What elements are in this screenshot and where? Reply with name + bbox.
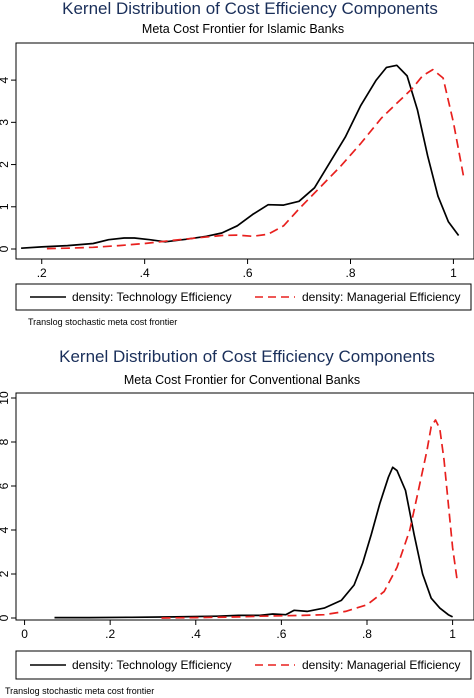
plot-area xyxy=(15,392,474,621)
x-tick-label: .4 xyxy=(140,266,150,280)
y-tick-label: 8 xyxy=(0,438,11,445)
y-tick-label: 6 xyxy=(0,482,11,489)
chart-conventional-banks: Kernel Distribution of Cost Efficiency C… xyxy=(0,347,474,696)
series-lines xyxy=(54,419,458,619)
x-axis: 0 .2 .4 .6 .8 1 xyxy=(21,620,456,641)
x-tick-label: .8 xyxy=(362,627,372,641)
legend-label-technology: density: Technology Efficiency xyxy=(72,658,232,672)
x-tick-label: .2 xyxy=(105,627,115,641)
series-lines xyxy=(21,64,465,250)
y-tick-label: 4 xyxy=(0,76,11,83)
x-tick-label: .8 xyxy=(345,266,355,280)
y-tick-label: 0 xyxy=(0,245,11,252)
legend-label-technology: density: Technology Efficiency xyxy=(72,290,232,304)
chart-panel-islamic: Kernel Distribution of Cost Efficiency C… xyxy=(0,0,474,340)
legend xyxy=(15,283,472,311)
y-tick-label: 2 xyxy=(0,570,11,577)
y-tick-label: 3 xyxy=(0,119,11,126)
chart-subtitle: Meta Cost Frontier for Islamic Banks xyxy=(142,22,344,36)
legend xyxy=(15,650,472,680)
chart-note: Translog stochastic meta cost frontier xyxy=(28,317,177,327)
chart-title: Kernel Distribution of Cost Efficiency C… xyxy=(59,347,435,366)
chart-title: Kernel Distribution of Cost Efficiency C… xyxy=(62,0,438,18)
y-axis: 0 1 2 3 4 xyxy=(0,76,16,252)
legend-label-managerial: density: Managerial Efficiency xyxy=(302,658,461,672)
plot-area xyxy=(15,42,474,260)
y-tick-label: 4 xyxy=(0,526,11,533)
x-axis: .2 .4 .6 .8 1 xyxy=(37,259,457,280)
y-tick-label: 2 xyxy=(0,161,11,168)
x-tick-label: .2 xyxy=(37,266,47,280)
chart-subtitle: Meta Cost Frontier for Conventional Bank… xyxy=(124,373,360,387)
series-line-technology xyxy=(54,466,453,619)
x-tick-label: 1 xyxy=(450,266,457,280)
chart-note: Translog stochastic meta cost frontier xyxy=(5,686,154,696)
x-tick-label: 1 xyxy=(449,627,456,641)
x-tick-label: .4 xyxy=(191,627,201,641)
y-axis: 0 2 4 6 8 10 xyxy=(0,391,16,621)
y-tick-label: 10 xyxy=(0,391,11,405)
y-tick-label: 0 xyxy=(0,614,11,621)
chart-panel-conventional: Kernel Distribution of Cost Efficiency C… xyxy=(0,345,474,698)
series-line-managerial xyxy=(161,419,458,619)
legend-label-managerial: density: Managerial Efficiency xyxy=(302,290,461,304)
x-tick-label: 0 xyxy=(21,627,28,641)
y-tick-label: 1 xyxy=(0,203,11,210)
series-line-technology xyxy=(21,64,460,250)
x-tick-label: .6 xyxy=(243,266,253,280)
chart-islamic-banks: Kernel Distribution of Cost Efficiency C… xyxy=(0,0,474,327)
x-tick-label: .6 xyxy=(276,627,286,641)
